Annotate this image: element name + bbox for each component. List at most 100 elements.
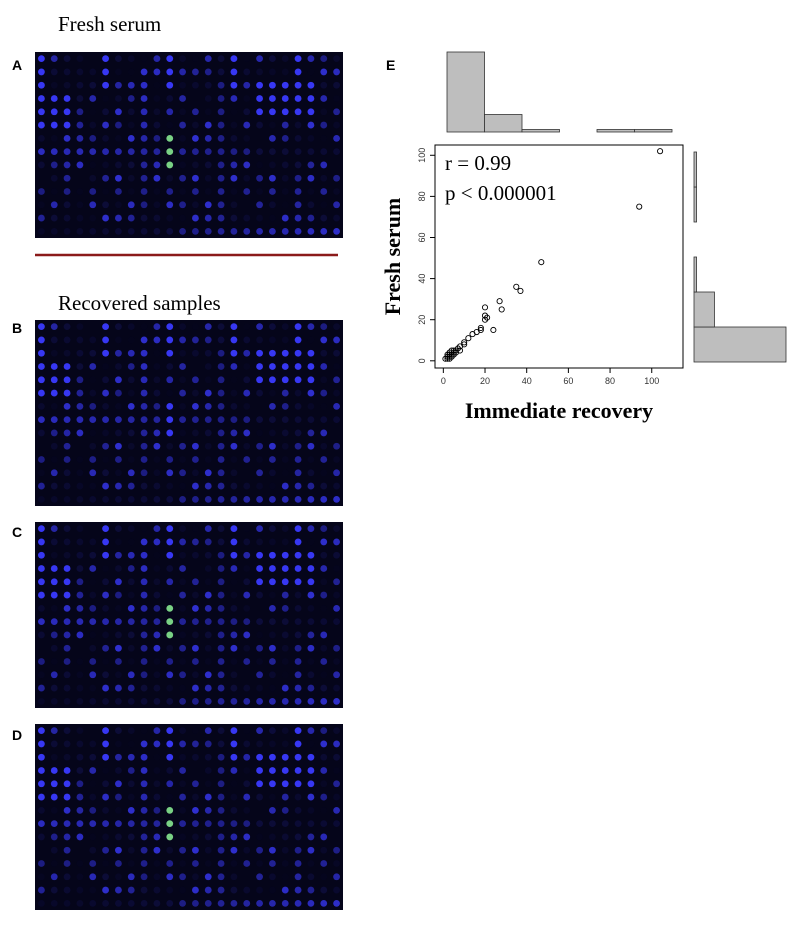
spot — [102, 429, 109, 437]
spot — [204, 174, 212, 182]
spot — [154, 350, 161, 357]
spot — [269, 95, 276, 102]
spot — [89, 442, 97, 450]
spot — [63, 214, 71, 222]
spot — [166, 551, 174, 559]
spot — [333, 162, 340, 169]
spot — [308, 337, 315, 344]
spot — [217, 482, 225, 490]
spot — [217, 95, 225, 102]
spot — [102, 684, 109, 692]
spot — [256, 403, 263, 410]
spot — [192, 134, 199, 142]
spot — [269, 740, 276, 748]
spot — [63, 591, 71, 599]
spot — [333, 846, 340, 854]
spot — [243, 618, 251, 626]
spot — [192, 697, 199, 705]
spot — [153, 525, 161, 533]
spot — [128, 337, 135, 344]
spot — [50, 551, 58, 559]
spot — [63, 846, 71, 854]
spot — [127, 108, 135, 116]
spot — [179, 618, 186, 626]
spot — [204, 591, 212, 599]
spot — [38, 578, 45, 586]
spot — [166, 794, 173, 801]
spot — [140, 753, 148, 761]
spot — [282, 873, 289, 880]
spot — [230, 227, 238, 235]
spot — [307, 697, 315, 705]
spot — [269, 794, 276, 801]
spot — [166, 188, 174, 195]
spot — [256, 753, 263, 761]
spot — [179, 483, 186, 490]
spot — [217, 495, 225, 503]
spot — [217, 416, 225, 424]
spot — [76, 148, 84, 156]
spot — [217, 429, 225, 437]
spot — [230, 631, 238, 639]
spot — [192, 323, 199, 330]
spot — [307, 442, 315, 450]
spot — [217, 618, 225, 626]
spot — [89, 604, 97, 612]
spot — [243, 201, 250, 208]
spot — [63, 95, 71, 102]
spot — [166, 108, 174, 116]
spot — [269, 469, 276, 477]
spot — [63, 121, 71, 129]
spot — [269, 846, 276, 854]
spot — [50, 684, 58, 692]
spot — [230, 684, 238, 692]
spot — [76, 429, 84, 437]
spot — [102, 899, 109, 907]
spot — [63, 227, 71, 235]
spot — [89, 740, 97, 748]
spot — [102, 188, 109, 195]
spot — [179, 215, 186, 222]
spot — [127, 551, 135, 559]
spot — [38, 376, 45, 384]
spot — [333, 632, 340, 639]
spot — [230, 188, 238, 195]
spot — [320, 727, 328, 735]
spot — [230, 174, 238, 182]
spot — [153, 899, 161, 907]
spot — [102, 174, 109, 182]
spot — [140, 538, 148, 546]
spot — [294, 525, 302, 533]
spot — [243, 697, 251, 705]
histogram-bar — [484, 114, 523, 133]
spot — [230, 95, 238, 102]
spot — [102, 134, 109, 142]
spot — [217, 389, 225, 397]
spot — [333, 430, 340, 437]
spot — [256, 482, 263, 490]
spot — [320, 899, 328, 907]
spot — [166, 697, 174, 705]
spot — [166, 201, 174, 209]
spot — [217, 644, 225, 652]
spot — [51, 860, 58, 867]
spot — [89, 780, 96, 787]
spot — [115, 323, 122, 331]
spot — [231, 780, 238, 787]
spot — [230, 349, 238, 357]
spot — [153, 618, 161, 626]
spot — [140, 429, 148, 437]
spot — [333, 658, 340, 665]
spot — [166, 95, 174, 102]
spot — [63, 578, 71, 586]
spot — [217, 442, 225, 450]
spot — [63, 482, 71, 490]
spot — [320, 416, 328, 424]
spot — [307, 767, 315, 774]
spot — [204, 525, 212, 533]
spot — [204, 95, 212, 102]
spot — [281, 363, 289, 370]
spot — [179, 551, 186, 559]
spot — [127, 227, 135, 235]
spot — [179, 349, 186, 357]
